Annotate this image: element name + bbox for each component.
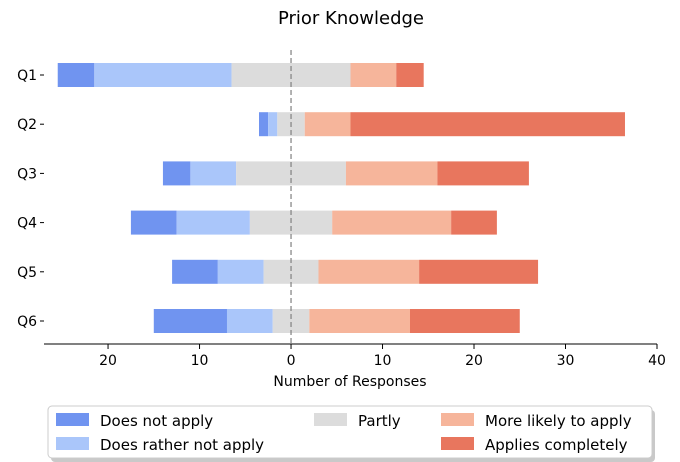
legend-label-0: Does not apply — [100, 412, 213, 430]
x-tick-label: 10 — [191, 353, 209, 369]
legend-frame — [47, 405, 653, 459]
legend-swatch-3 — [441, 413, 474, 426]
bar-q3-series-0 — [162, 161, 191, 186]
y-tick-label-q2: Q2 — [17, 117, 37, 133]
legend: Does not apply Does rather not apply Partl… — [47, 405, 655, 462]
legend-label-4: Applies completely — [485, 436, 628, 454]
y-tick-label-q4: Q4 — [17, 216, 37, 232]
x-tick-label: 20 — [99, 353, 117, 369]
bar-q6-series-4 — [409, 309, 520, 333]
bar-q1-series-4 — [396, 63, 424, 87]
y-tick-label-q1: Q1 — [17, 68, 37, 84]
bar-q5-series-3 — [318, 259, 420, 284]
legend-swatch-1 — [56, 437, 89, 450]
x-tick-label: 40 — [648, 353, 666, 369]
bar-q6-series-2 — [272, 309, 310, 333]
bar-q4-series-4 — [451, 210, 497, 235]
bar-q2-series-3 — [304, 112, 351, 137]
bar-q2-series-4 — [350, 112, 625, 137]
legend-swatch-2 — [314, 413, 347, 426]
chart-title: Prior Knowledge — [278, 8, 424, 29]
legend-label-2: Partly — [358, 412, 401, 430]
bars-group — [57, 63, 625, 333]
bar-q2-series-0 — [259, 112, 269, 137]
y-axis: Q1 Q2 Q3 Q4 Q5 Q6 — [17, 68, 44, 330]
x-tick-label: 10 — [374, 353, 392, 369]
bar-q1-series-1 — [94, 63, 232, 87]
bar-q5-series-0 — [172, 259, 218, 284]
bar-q6-series-3 — [309, 309, 410, 333]
legend-label-3: More likely to apply — [485, 412, 632, 430]
legend-label-1: Does rather not apply — [100, 436, 264, 454]
x-axis: 20 10 0 10 20 30 40 — [44, 343, 666, 369]
bar-q4-series-3 — [332, 210, 452, 235]
x-tick-label: 20 — [465, 353, 483, 369]
x-tick-label: 0 — [287, 353, 296, 369]
bar-q5-series-1 — [217, 259, 264, 284]
bar-q6-series-0 — [153, 309, 227, 333]
bar-q2-series-1 — [268, 112, 278, 137]
y-tick-label-q3: Q3 — [17, 166, 37, 182]
bar-q3-series-3 — [345, 161, 438, 186]
bar-q6-series-1 — [226, 309, 273, 333]
legend-swatch-0 — [56, 413, 89, 426]
y-tick-label-q6: Q6 — [17, 314, 37, 330]
bar-q1-series-3 — [350, 63, 397, 87]
y-tick-label-q5: Q5 — [17, 265, 37, 281]
bar-q1-series-0 — [57, 63, 95, 87]
bar-q3-series-4 — [437, 161, 529, 186]
x-axis-label: Number of Responses — [273, 374, 426, 390]
x-tick-label: 30 — [557, 353, 575, 369]
bar-q3-series-1 — [190, 161, 237, 186]
bar-q4-series-0 — [130, 210, 177, 235]
bar-q5-series-2 — [263, 259, 319, 284]
bar-q4-series-1 — [176, 210, 250, 235]
legend-swatch-4 — [441, 437, 474, 450]
bar-q5-series-4 — [419, 259, 539, 284]
